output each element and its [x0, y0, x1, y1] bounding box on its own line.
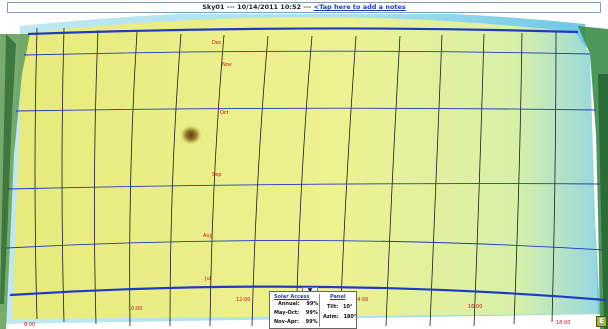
hour-label-0800: 8:00: [24, 322, 35, 328]
title-separator-2: ---: [303, 3, 312, 11]
nov-apr-row: Nov-Apr: 99%: [274, 319, 318, 325]
azim-label: Azim:: [323, 314, 339, 320]
nov-apr-label: Nov-Apr:: [274, 319, 299, 325]
annual-label: Annual:: [278, 301, 300, 307]
title-bar: Sky01 --- 10/14/2011 10:52 --- <Tap here…: [7, 2, 601, 13]
sky-view-image: Dec Nov Oct Sep Aug Jul 8:00 10:00 12:00…: [0, 14, 608, 329]
hour-label-1200: 12:00: [236, 297, 250, 303]
annual-row: Annual: 99%: [278, 301, 318, 307]
info-panel: Solar Access Annual: 99% May-Oct: 99% No…: [269, 291, 357, 329]
site-name: Sky01: [202, 3, 225, 11]
sun-window-area: [12, 17, 598, 319]
annual-value: 99%: [306, 301, 319, 307]
tilt-value: 10°: [342, 304, 353, 310]
month-labels: Dec Nov Oct Sep Aug Jul: [203, 40, 232, 282]
export-button[interactable]: E: [596, 316, 607, 327]
hour-label-1400: 14:00: [354, 297, 368, 303]
hour-labels: 8:00 10:00 12:00 14:00 16:00 18:00: [24, 297, 570, 328]
may-oct-value: 99%: [305, 310, 318, 316]
month-label-nov: Nov: [222, 62, 232, 68]
tilt-row: Tilt: 10°: [327, 304, 352, 310]
month-arcs: [5, 27, 607, 302]
month-label-dec: Dec: [212, 40, 222, 46]
add-notes-link[interactable]: <Tap here to add a notes: [313, 3, 406, 11]
hour-lines: [34, 27, 557, 327]
may-oct-row: May-Oct: 99%: [274, 310, 318, 316]
nov-apr-value: 99%: [305, 319, 318, 325]
month-label-jul: Jul: [204, 276, 211, 282]
may-oct-label: May-Oct:: [274, 310, 300, 316]
panel-heading[interactable]: Panel: [330, 294, 346, 300]
tilt-label: Tilt:: [327, 304, 339, 310]
hour-label-1800: 18:00: [556, 320, 570, 326]
month-label-aug: Aug: [203, 233, 213, 239]
title-separator: ---: [226, 3, 235, 11]
info-divider: [319, 294, 320, 327]
sun-image: [180, 125, 202, 145]
azim-row: Azim: 180°: [323, 314, 356, 320]
hour-label-1600: 16:00: [468, 304, 482, 310]
capture-datetime: 10/14/2011 10:52: [237, 3, 301, 11]
hour-label-1000: 10:00: [128, 306, 142, 312]
month-label-sep: Sep: [212, 172, 221, 178]
month-label-oct: Oct: [220, 110, 229, 116]
azim-value: 180°: [343, 314, 357, 320]
solar-access-heading[interactable]: Solar Access: [274, 294, 310, 300]
